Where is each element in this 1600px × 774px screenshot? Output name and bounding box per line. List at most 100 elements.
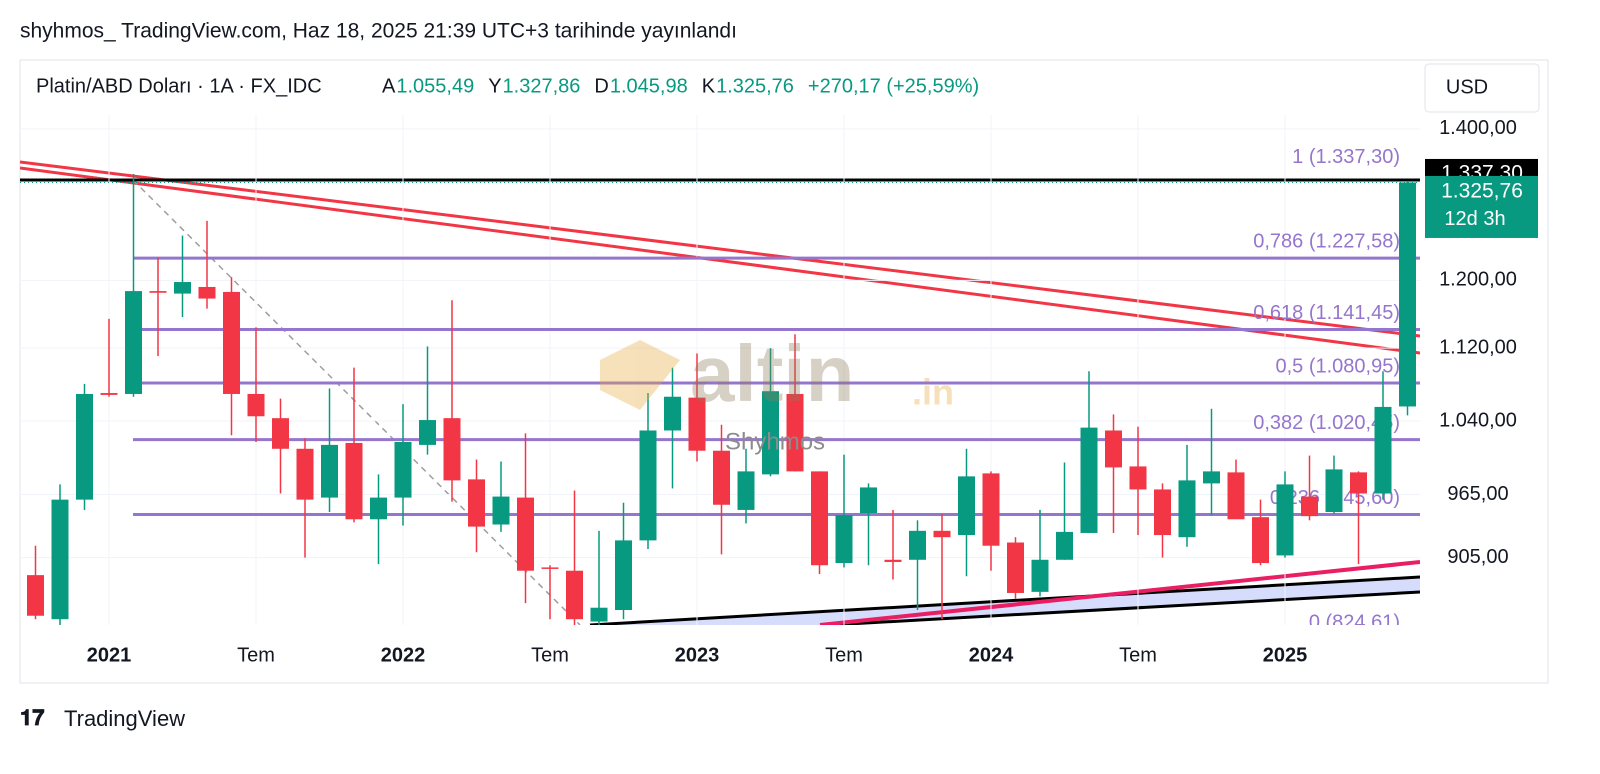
candle-body — [394, 441, 412, 498]
candle-body — [737, 471, 755, 510]
candle-body — [1325, 469, 1343, 512]
candle-body — [1031, 559, 1049, 592]
candle-body — [1276, 484, 1294, 556]
logo-mark: 𝟏𝟕 — [20, 705, 45, 730]
symbol: Platin/ABD Doları · 1A · FX_IDC — [36, 75, 322, 97]
candle-body — [811, 471, 828, 566]
candle-body — [492, 496, 510, 525]
frame — [19, 59, 1549, 684]
candle-body — [27, 575, 44, 616]
y-tick-label: 1.120,00 — [1439, 336, 1517, 358]
x-tick-label: Tem — [531, 644, 569, 666]
trend-line — [819, 560, 1420, 625]
price-badge-label: 1.325,76 — [1441, 180, 1523, 203]
candle-body — [51, 499, 69, 620]
candle-body — [198, 286, 216, 299]
candle-body — [321, 444, 338, 498]
candle-body — [1105, 430, 1122, 468]
watermark-logo — [600, 340, 680, 410]
plot: 1 (1.337,30) 0,786 (1.227,58) 0,618 (1.141… — [20, 115, 1420, 633]
fib-label: 0,5 (1.080,95) — [1275, 355, 1400, 377]
candle-body — [223, 291, 240, 394]
watermark-text: altin — [690, 329, 854, 418]
candle-body — [1252, 517, 1269, 564]
candle-body — [1154, 489, 1171, 536]
candle-body — [419, 420, 436, 445]
price-badge — [1425, 175, 1538, 238]
candle-body — [1227, 472, 1245, 520]
watermark-suffix: .in — [912, 372, 954, 413]
candle-body — [835, 515, 853, 564]
candle-body — [615, 540, 632, 610]
candle-body — [1301, 496, 1318, 517]
y-tick-label: 1.040,00 — [1439, 409, 1517, 431]
legend-key: K — [702, 75, 716, 97]
fib-trend — [132, 179, 581, 625]
legend-value: 1.055,49 — [396, 75, 474, 97]
candle-body — [786, 393, 804, 472]
watermark: altin .in — [600, 329, 954, 418]
candle-body — [1080, 427, 1098, 533]
currency-box[interactable] — [1424, 63, 1540, 113]
x-tick-label: 2024 — [969, 644, 1014, 666]
legend-key: Y — [488, 75, 501, 97]
candle-body — [982, 473, 1000, 546]
legend-value: 1.327,86 — [503, 75, 581, 97]
x-tick-label: 2025 — [1263, 644, 1308, 666]
candle-body — [1129, 466, 1147, 490]
candle-body — [933, 530, 951, 538]
candle-body — [1178, 480, 1196, 538]
legend-value: 1.045,98 — [610, 75, 688, 97]
candle-body — [566, 570, 583, 620]
trend-line — [20, 166, 1420, 355]
candle-body — [1007, 542, 1024, 593]
y-tick-label: 1.200,00 — [1439, 269, 1517, 291]
x-tick-label: Tem — [825, 644, 863, 666]
x-tick-label: 2023 — [675, 644, 720, 666]
candle-body — [1203, 471, 1220, 484]
candle-body — [370, 497, 387, 520]
candle-body — [443, 418, 461, 481]
candle-body — [1350, 472, 1367, 494]
countdown: 12d 3h — [1444, 208, 1505, 230]
candle-body — [762, 391, 779, 475]
legend-value: 1.325,76 — [716, 75, 794, 97]
legend-key: A — [382, 75, 396, 97]
candle-body — [125, 291, 142, 394]
candle-body — [688, 397, 706, 451]
candle-body — [1056, 531, 1073, 560]
candle-body — [247, 393, 265, 417]
candle-body — [1374, 406, 1392, 494]
fib-label: 0,618 (1.141,45) — [1253, 302, 1400, 324]
candle-body — [884, 559, 902, 562]
candle-body — [909, 530, 926, 560]
candle-body — [296, 448, 314, 500]
trend-line — [829, 590, 1420, 625]
fib-label: 0,786 (1.227,58) — [1253, 230, 1400, 252]
fib-label: 0,382 (1.020,45) — [1253, 412, 1400, 434]
candle-body — [1399, 182, 1416, 407]
candle-body — [468, 479, 485, 527]
legend-key: D — [594, 75, 608, 97]
published-note: shyhmos_ TradingView.com, Haz 18, 2025 2… — [20, 20, 737, 43]
candle-body — [713, 450, 730, 505]
x-tick-label: Tem — [1119, 644, 1157, 666]
x-tick-label: 2022 — [381, 644, 426, 666]
y-tick-label: 965,00 — [1447, 483, 1508, 505]
candle-body — [958, 476, 975, 536]
x-tick-label: 2021 — [87, 644, 132, 666]
currency: USD — [1446, 76, 1488, 98]
legend: Platin/ABD Doları · 1A · FX_IDC A 1.055,4… — [36, 75, 979, 97]
candle-body — [639, 430, 657, 541]
y-tick-label: 1.400,00 — [1439, 117, 1517, 139]
candle-body — [100, 393, 118, 395]
fib-label: 1 (1.337,30) — [1292, 146, 1400, 168]
trend-line — [589, 575, 1420, 625]
fib-label: 0 (824,61) — [1309, 611, 1400, 633]
candle-body — [149, 291, 167, 293]
y-tick-label: 905,00 — [1447, 546, 1508, 568]
candle-body — [541, 567, 559, 569]
author-mark: Shyhmos — [725, 428, 825, 455]
brand: TradingView — [64, 706, 185, 731]
